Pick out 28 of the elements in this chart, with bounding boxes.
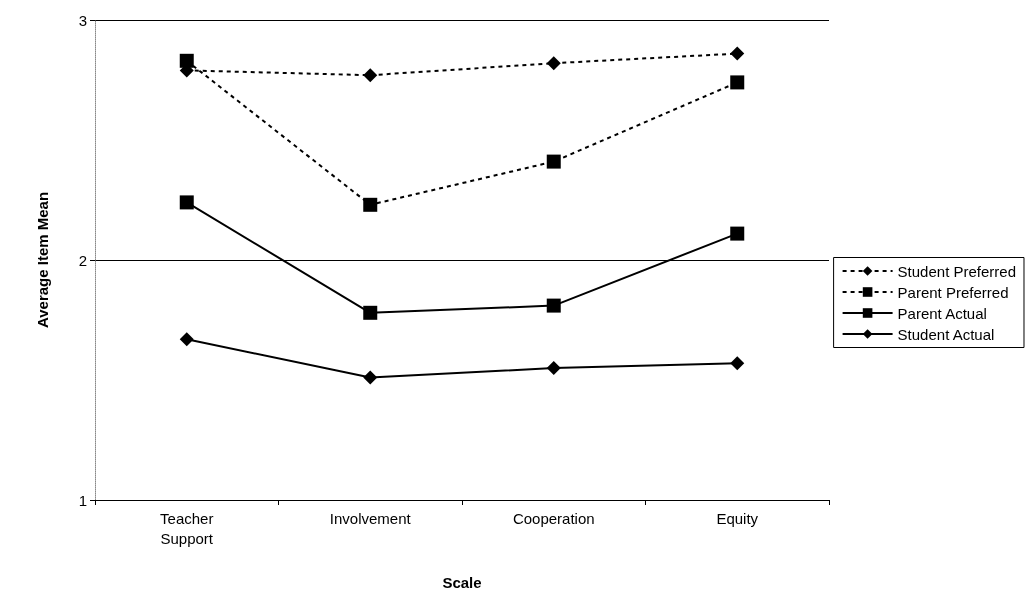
x-tick-label: Teacher Support: [160, 509, 214, 547]
point: [363, 305, 378, 320]
point: [546, 154, 561, 169]
legend-label: Parent Preferred: [897, 283, 1009, 301]
point: [363, 370, 378, 385]
x-axis-title: Scale: [442, 574, 482, 591]
x-tick-label: Equity: [716, 509, 759, 527]
point: [730, 226, 745, 241]
point: [546, 298, 561, 313]
point: [730, 356, 745, 371]
y-tick-label: 1: [78, 491, 87, 509]
x-tick-label: Involvement: [329, 509, 412, 527]
y-tick-label: 3: [78, 11, 87, 29]
y-tick-label: 2: [78, 251, 87, 269]
point: [179, 53, 194, 68]
legend-label: Parent Actual: [897, 304, 987, 322]
point: [730, 75, 745, 90]
y-axis-title: Average Item Mean: [34, 191, 51, 329]
x-tick-label: Cooperation: [512, 509, 595, 527]
point: [546, 361, 561, 375]
point: [730, 46, 745, 61]
point: [179, 332, 194, 347]
point: [546, 56, 561, 71]
point: [363, 197, 378, 212]
legend-label: Student Actual: [897, 325, 995, 343]
point: [179, 195, 194, 210]
point: [363, 68, 378, 83]
legend-label: Student Preferred: [897, 262, 1016, 280]
